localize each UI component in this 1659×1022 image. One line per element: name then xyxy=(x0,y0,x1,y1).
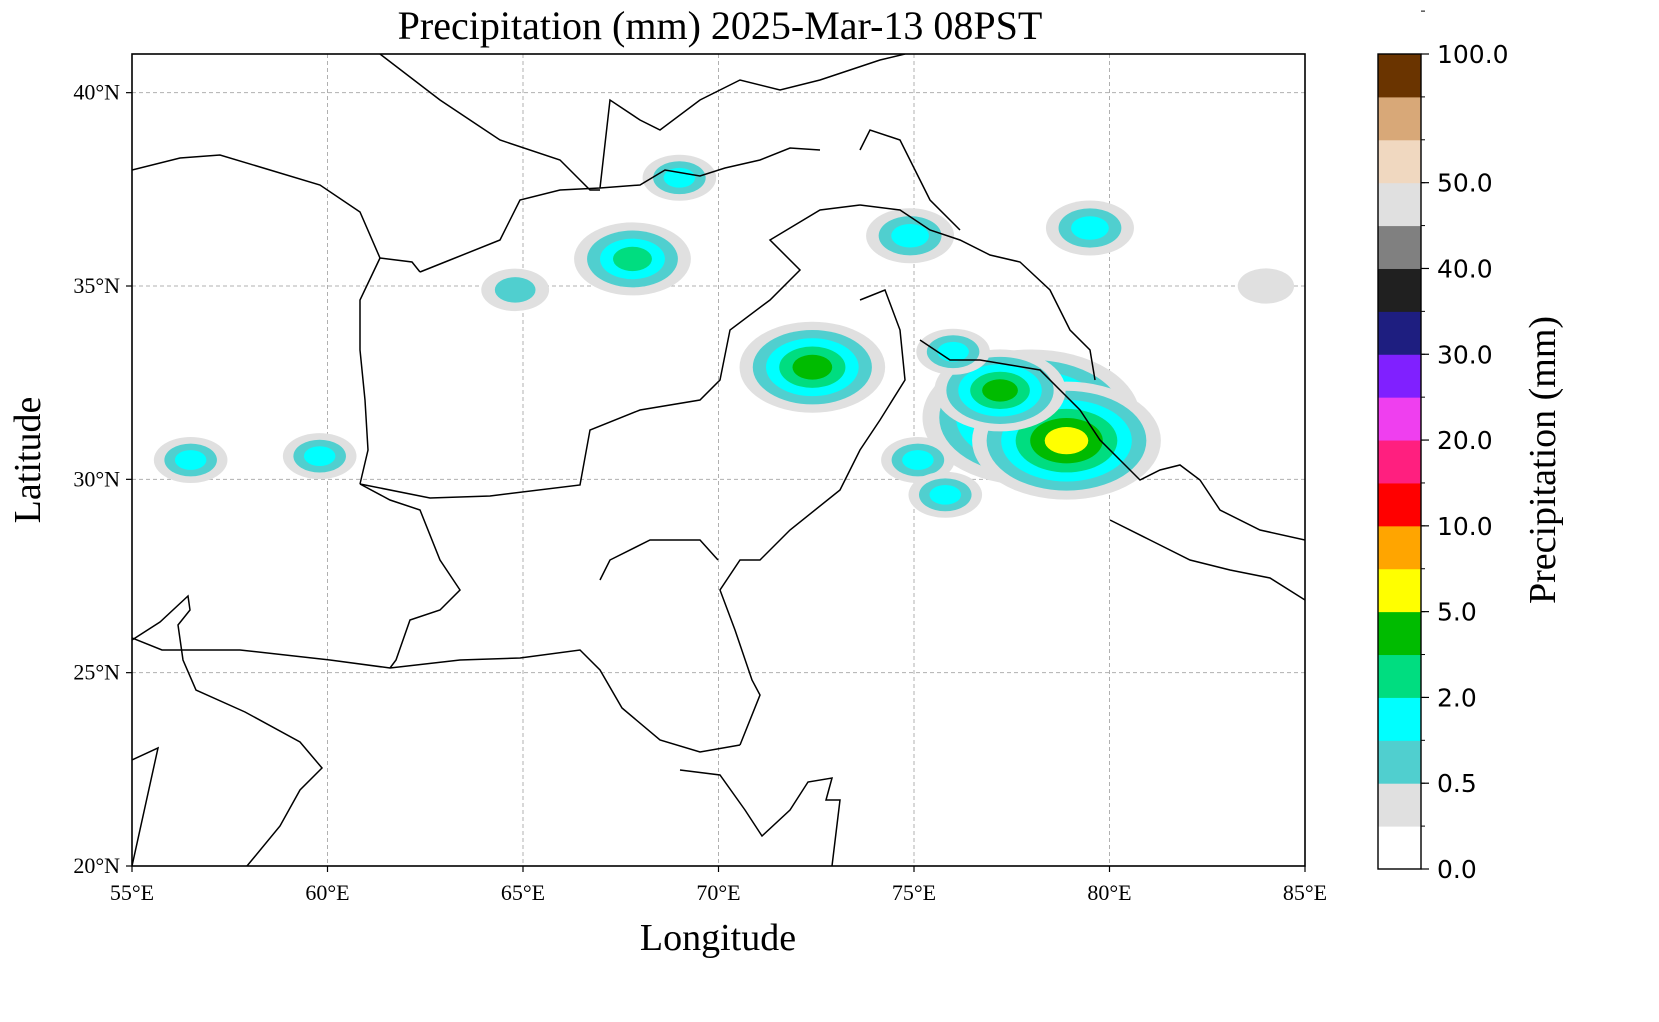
colorbar-segment xyxy=(1378,96,1421,141)
colorbar-tick-label: 5.0 xyxy=(1437,598,1477,627)
precip-contour xyxy=(174,450,207,470)
lon-tick-label: 70°E xyxy=(696,880,740,905)
lat-tick-label: 40°N xyxy=(73,80,120,105)
colorbar-segment xyxy=(1378,225,1421,269)
border-china-india xyxy=(919,339,1121,461)
precip-contour xyxy=(902,450,934,470)
precip-contour xyxy=(792,354,833,380)
latitude-axis: 20°N 25°N 30°N 35°N 40°N xyxy=(73,80,132,878)
border-kashmir xyxy=(859,204,1096,381)
lon-tick-label: 60°E xyxy=(305,880,349,905)
lat-tick-label: 30°N xyxy=(73,466,120,491)
colorbar-tick-label: 0.0 xyxy=(1437,855,1477,884)
precip-contour xyxy=(937,341,969,362)
precip-contour xyxy=(1071,216,1109,240)
lat-tick-label: 20°N xyxy=(73,853,120,878)
colorbar-tick-label: 50.0 xyxy=(1437,169,1493,198)
border-nepal-south xyxy=(1109,519,1305,601)
lon-tick-label: 85°E xyxy=(1283,880,1327,905)
border-china-west xyxy=(859,129,961,231)
precip-contour xyxy=(494,277,536,303)
border-india-pakistan-sindh xyxy=(599,539,719,581)
coastline-arabian-sea xyxy=(132,594,324,866)
precip-contour xyxy=(891,223,929,248)
colorbar-segment xyxy=(1378,525,1421,570)
border-afghanistan-pakistan xyxy=(359,204,861,499)
colorbar-segment xyxy=(1378,740,1421,784)
colorbar-tick-label: 10.0 xyxy=(1437,512,1493,541)
colorbar-segment xyxy=(1378,397,1421,441)
border-iran-pakistan xyxy=(359,483,461,669)
y-axis-label: Latitude xyxy=(7,397,49,524)
colorbar: 0.0 0.5 2.0 5.0 10.0 20.0 30.0 40.0 50.0 100.0 xyxy=(1377,10,1509,884)
colorbar-tick-label: 2.0 xyxy=(1437,683,1477,712)
map-plot-area xyxy=(131,53,1306,867)
colorbar-segment xyxy=(1378,182,1421,227)
colorbar-tick-label: 30.0 xyxy=(1437,340,1493,369)
colorbar-segment xyxy=(1378,440,1421,484)
colorbar-segment xyxy=(1378,826,1421,870)
precip-contour xyxy=(613,246,652,272)
coastline-iran-pakistan xyxy=(132,637,741,753)
lon-tick-label: 55°E xyxy=(110,880,154,905)
precip-contour xyxy=(929,484,962,505)
colorbar-segment xyxy=(1378,54,1421,98)
coastline-gujarat xyxy=(679,769,841,866)
precip-contour xyxy=(1237,268,1295,304)
precip-contour xyxy=(982,379,1018,402)
longitude-axis: 55°E 60°E 65°E 70°E 75°E 80°E 85°E xyxy=(110,866,1327,905)
border-pakistan-india xyxy=(719,289,906,746)
colorbar-segment xyxy=(1378,697,1421,741)
colorbar-segment xyxy=(1378,611,1421,656)
border-afghanistan-north xyxy=(419,147,821,273)
precip-contour xyxy=(1044,427,1089,455)
colorbar-segment xyxy=(1378,354,1421,398)
x-axis-label: Longitude xyxy=(640,917,796,959)
border-tajikistan xyxy=(599,54,906,189)
border-iran-afghanistan xyxy=(359,257,381,485)
coastline-oman-uae xyxy=(132,746,160,866)
colorbar-segment xyxy=(1378,568,1421,613)
precip-contour xyxy=(663,167,696,188)
colorbar-segment xyxy=(1378,311,1421,355)
colorbar-label: Precipitation (mm) xyxy=(1522,316,1564,604)
colorbar-tick-label: 20.0 xyxy=(1437,426,1493,455)
colorbar-tick-label: 40.0 xyxy=(1437,254,1493,283)
precip-contour xyxy=(303,446,336,466)
lat-tick-label: 25°N xyxy=(73,660,120,685)
border-nepal xyxy=(1119,459,1305,541)
precipitation-field xyxy=(153,154,1295,518)
colorbar-tick-label: 0.5 xyxy=(1437,769,1477,798)
lon-tick-label: 75°E xyxy=(892,880,936,905)
colorbar-tick-label: 100.0 xyxy=(1437,40,1509,69)
colorbar-segment xyxy=(1378,268,1421,312)
border-turkmenistan-uzbekistan xyxy=(379,54,600,191)
map-title: Precipitation (mm) 2025-Mar-13 08PST xyxy=(398,3,1043,48)
lat-tick-label: 35°N xyxy=(73,273,120,298)
colorbar-segment xyxy=(1378,783,1421,827)
colorbar-frame xyxy=(1377,53,1422,870)
country-borders xyxy=(132,54,1305,866)
colorbar-segment xyxy=(1378,482,1421,527)
lon-tick-label: 65°E xyxy=(501,880,545,905)
colorbar-segment xyxy=(1378,139,1421,184)
border-iran-turkmenistan xyxy=(132,154,421,273)
colorbar-segment xyxy=(1378,654,1421,698)
lon-tick-label: 80°E xyxy=(1087,880,1131,905)
